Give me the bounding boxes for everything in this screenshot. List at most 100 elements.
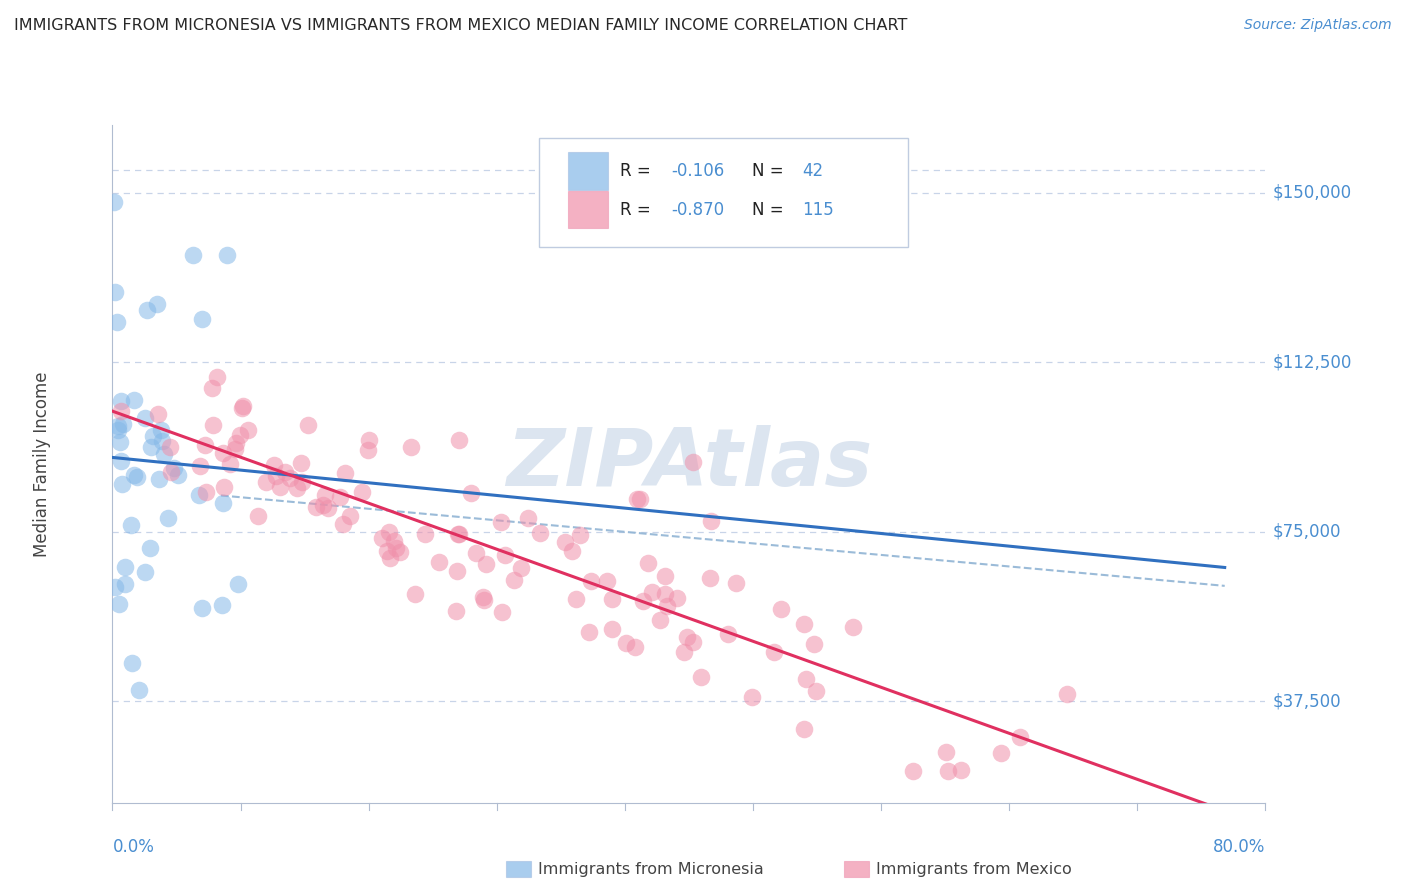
Text: -0.870: -0.870 <box>672 201 724 219</box>
Point <box>648 613 671 627</box>
Text: N =: N = <box>752 162 785 180</box>
Point <box>120 518 142 533</box>
Point <box>136 303 159 318</box>
Point <box>211 598 233 612</box>
Point <box>673 644 696 658</box>
Point <box>676 630 699 644</box>
Point <box>631 593 654 607</box>
Point <box>254 475 277 489</box>
Point <box>146 407 169 421</box>
Point <box>689 670 711 684</box>
Point <box>561 544 583 558</box>
Point <box>280 471 302 485</box>
Point <box>205 370 228 384</box>
Point <box>125 469 148 483</box>
Point <box>187 488 209 502</box>
Text: Median Family Income: Median Family Income <box>34 371 51 557</box>
Point <box>624 640 647 655</box>
Point <box>150 423 173 437</box>
Point <box>446 604 468 618</box>
Text: $37,500: $37,500 <box>1272 692 1341 710</box>
Point <box>793 616 815 631</box>
Text: $112,500: $112,500 <box>1272 353 1351 371</box>
Point <box>579 574 602 588</box>
Point <box>224 442 246 456</box>
Point <box>472 592 495 607</box>
Point <box>503 574 526 588</box>
Point <box>554 534 576 549</box>
Point <box>510 561 533 575</box>
Point <box>700 514 723 528</box>
Point <box>105 315 128 329</box>
Point <box>145 297 167 311</box>
Point <box>219 457 242 471</box>
Point <box>413 527 436 541</box>
Point <box>201 418 224 433</box>
Text: Immigrants from Micronesia: Immigrants from Micronesia <box>538 863 765 877</box>
Point <box>682 635 704 649</box>
Text: 80.0%: 80.0% <box>1213 838 1265 856</box>
Point <box>491 606 513 620</box>
Point <box>141 441 163 455</box>
Text: Source: ZipAtlas.com: Source: ZipAtlas.com <box>1244 18 1392 32</box>
Point <box>214 480 236 494</box>
Point <box>134 566 156 580</box>
Point <box>339 509 361 524</box>
Point <box>112 417 135 431</box>
Point <box>195 484 218 499</box>
Point <box>134 410 156 425</box>
Point <box>211 496 233 510</box>
Point <box>316 501 339 516</box>
Point <box>110 393 132 408</box>
Point <box>404 587 426 601</box>
Point <box>350 485 373 500</box>
Point <box>699 571 721 585</box>
Point <box>225 436 247 450</box>
Point <box>188 459 211 474</box>
Bar <box>568 153 609 190</box>
Point <box>626 491 648 506</box>
Point <box>291 475 314 489</box>
Point <box>494 548 516 562</box>
Point <box>614 636 637 650</box>
Point <box>114 559 136 574</box>
Point <box>357 442 380 457</box>
Point <box>666 591 689 606</box>
Point <box>142 429 165 443</box>
Point <box>596 574 619 588</box>
Point <box>357 433 380 447</box>
Point <box>447 527 470 541</box>
Point <box>332 516 354 531</box>
Point <box>215 248 238 262</box>
Point <box>138 541 160 556</box>
Point <box>990 747 1012 761</box>
Text: 0.0%: 0.0% <box>112 838 155 856</box>
Point <box>717 627 740 641</box>
Point <box>565 592 588 607</box>
Point <box>107 423 129 437</box>
Point <box>107 597 129 611</box>
Point <box>600 591 623 606</box>
Point <box>247 508 270 523</box>
FancyBboxPatch shape <box>538 138 908 247</box>
Point <box>655 599 678 614</box>
Point <box>236 423 259 437</box>
Point <box>1056 687 1078 701</box>
Point <box>193 438 215 452</box>
Point <box>107 419 129 434</box>
Point <box>121 656 143 670</box>
Text: ZIPAtlas: ZIPAtlas <box>506 425 872 503</box>
Point <box>231 401 253 416</box>
Point <box>841 620 863 634</box>
Point <box>389 545 412 559</box>
Point <box>950 763 973 777</box>
Point <box>167 468 190 483</box>
Point <box>110 403 132 417</box>
Point <box>148 472 170 486</box>
Point <box>375 543 398 558</box>
Point <box>128 682 150 697</box>
Point <box>725 575 748 590</box>
Point <box>803 637 825 651</box>
Point <box>472 590 495 604</box>
Point <box>108 435 131 450</box>
